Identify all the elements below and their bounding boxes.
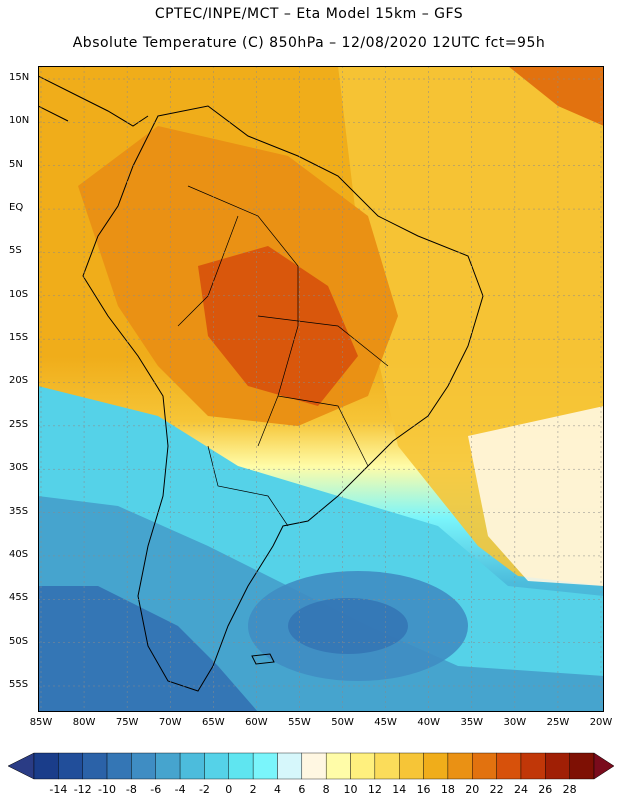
chart-title-line2: Absolute Temperature (C) 850hPa – 12/08/… <box>72 35 546 51</box>
longitude-tick-label: 45W <box>374 717 397 728</box>
colorbar-tick-label: 2 <box>249 783 257 796</box>
falklands-outline <box>251 653 275 665</box>
longitude-tick-label: 20W <box>589 717 613 728</box>
colorbar-segment <box>472 752 497 780</box>
colorbar-segment <box>496 752 522 780</box>
colorbar-tick-label: 20 <box>465 783 480 796</box>
colorbar-tick-label: 26 <box>538 783 553 796</box>
colorbar-tick-label: -12 <box>73 783 92 796</box>
temperature-map <box>38 66 604 712</box>
colorbar-tick-label: -14 <box>49 783 68 796</box>
colorbar-segment <box>106 752 132 780</box>
latitude-tick-label: 10N <box>9 115 30 127</box>
longitude-tick-label: 35W <box>460 717 484 728</box>
latitude-tick-label: 30S <box>9 462 29 474</box>
colorbar-segment <box>58 752 83 780</box>
colorbar-tick-label: 6 <box>298 783 306 796</box>
latitude-tick-label: 10S <box>9 288 29 300</box>
colorbar-segment <box>374 752 400 780</box>
colorbar-tick-label: 0 <box>225 783 233 796</box>
longitude-tick-label: 60W <box>245 717 268 728</box>
latitude-tick-label: 20S <box>9 375 29 387</box>
colorbar-tick-label: 18 <box>440 783 455 796</box>
longitude-tick-label: 85W <box>29 717 53 728</box>
longitude-tick-label: 55W <box>288 717 311 728</box>
colorbar <box>7 752 615 780</box>
colorbar-segment <box>277 752 303 780</box>
colorbar-segment <box>33 752 59 780</box>
colorbar-tick-label: 12 <box>367 783 382 796</box>
map-border <box>38 66 604 712</box>
colorbar-segment <box>325 752 351 780</box>
colorbar-tick-label: -4 <box>174 783 186 796</box>
southern-coldest-region <box>38 586 258 712</box>
longitude-tick-label: 25W <box>546 717 570 728</box>
colorbar-segment <box>569 752 595 780</box>
colorbar-segment <box>520 752 546 780</box>
latitude-tick-label: 5N <box>9 158 23 170</box>
longitude-tick-label: 75W <box>115 717 139 728</box>
colorbar-segment <box>131 752 156 780</box>
colorbar-tick-label: 16 <box>416 783 431 796</box>
latitude-tick-label: 5S <box>9 245 22 257</box>
latitude-tick-label: 40S <box>9 548 29 560</box>
colorbar-segment <box>350 752 376 780</box>
map-grid <box>38 66 604 712</box>
cold-core-inner <box>288 598 408 654</box>
colorbar-left-arrow <box>7 752 35 780</box>
colorbar-segment <box>423 752 449 780</box>
colorbar-segment <box>545 752 570 780</box>
colorbar-segment <box>252 752 278 780</box>
colorbar-segment <box>228 752 254 780</box>
latitude-tick-label: 35S <box>9 505 29 517</box>
latitude-tick-label: 15N <box>9 72 30 83</box>
chart-title-line1: CPTEC/INPE/MCT – Eta Model 15km – GFS <box>154 6 464 22</box>
colorbar-tick-label: 22 <box>489 783 504 796</box>
colorbar-tick-label: 8 <box>322 783 330 796</box>
northeast-hot-corner <box>508 66 604 126</box>
colorbar-segment <box>399 752 424 780</box>
south-america-outline <box>82 105 484 692</box>
colorbar-tick-label: -8 <box>125 783 137 796</box>
longitude-tick-label: 70W <box>158 717 182 728</box>
latitude-tick-label: EQ <box>9 202 24 214</box>
colorbar-tick-label: 28 <box>562 783 577 796</box>
colorbar-tick-label: 4 <box>273 783 281 796</box>
latitude-tick-label: 50S <box>9 635 29 647</box>
colorbar-segment <box>447 752 473 780</box>
longitude-tick-label: 80W <box>72 717 96 728</box>
colorbar-segment <box>204 752 229 780</box>
colorbar-segment <box>301 752 327 780</box>
longitude-tick-label: 50W <box>331 717 354 728</box>
central-america-outline <box>38 75 149 127</box>
longitude-tick-label: 40W <box>417 717 440 728</box>
colorbar-segment <box>82 752 108 780</box>
colorbar-tick-label: -6 <box>150 783 162 796</box>
colorbar-segment <box>155 752 181 780</box>
latitude-tick-label: 45S <box>9 592 29 604</box>
atlantic-pale-region <box>468 406 604 586</box>
colorbar-tick-label: -10 <box>98 783 117 796</box>
colorbar-tick-label: 10 <box>343 783 358 796</box>
colorbar-tick-label: 24 <box>513 783 528 796</box>
latitude-tick-label: 55S <box>9 678 29 690</box>
latitude-tick-label: 15S <box>9 332 29 344</box>
colorbar-right-arrow <box>593 752 615 780</box>
longitude-tick-label: 65W <box>201 717 225 728</box>
central-brazil-hot-region <box>198 246 358 406</box>
latitude-tick-label: 25S <box>9 418 29 430</box>
colorbar-segment <box>179 752 205 780</box>
longitude-tick-label: 30W <box>503 717 527 728</box>
colorbar-tick-label: -2 <box>198 783 210 796</box>
colorbar-tick-label: 14 <box>392 783 407 796</box>
